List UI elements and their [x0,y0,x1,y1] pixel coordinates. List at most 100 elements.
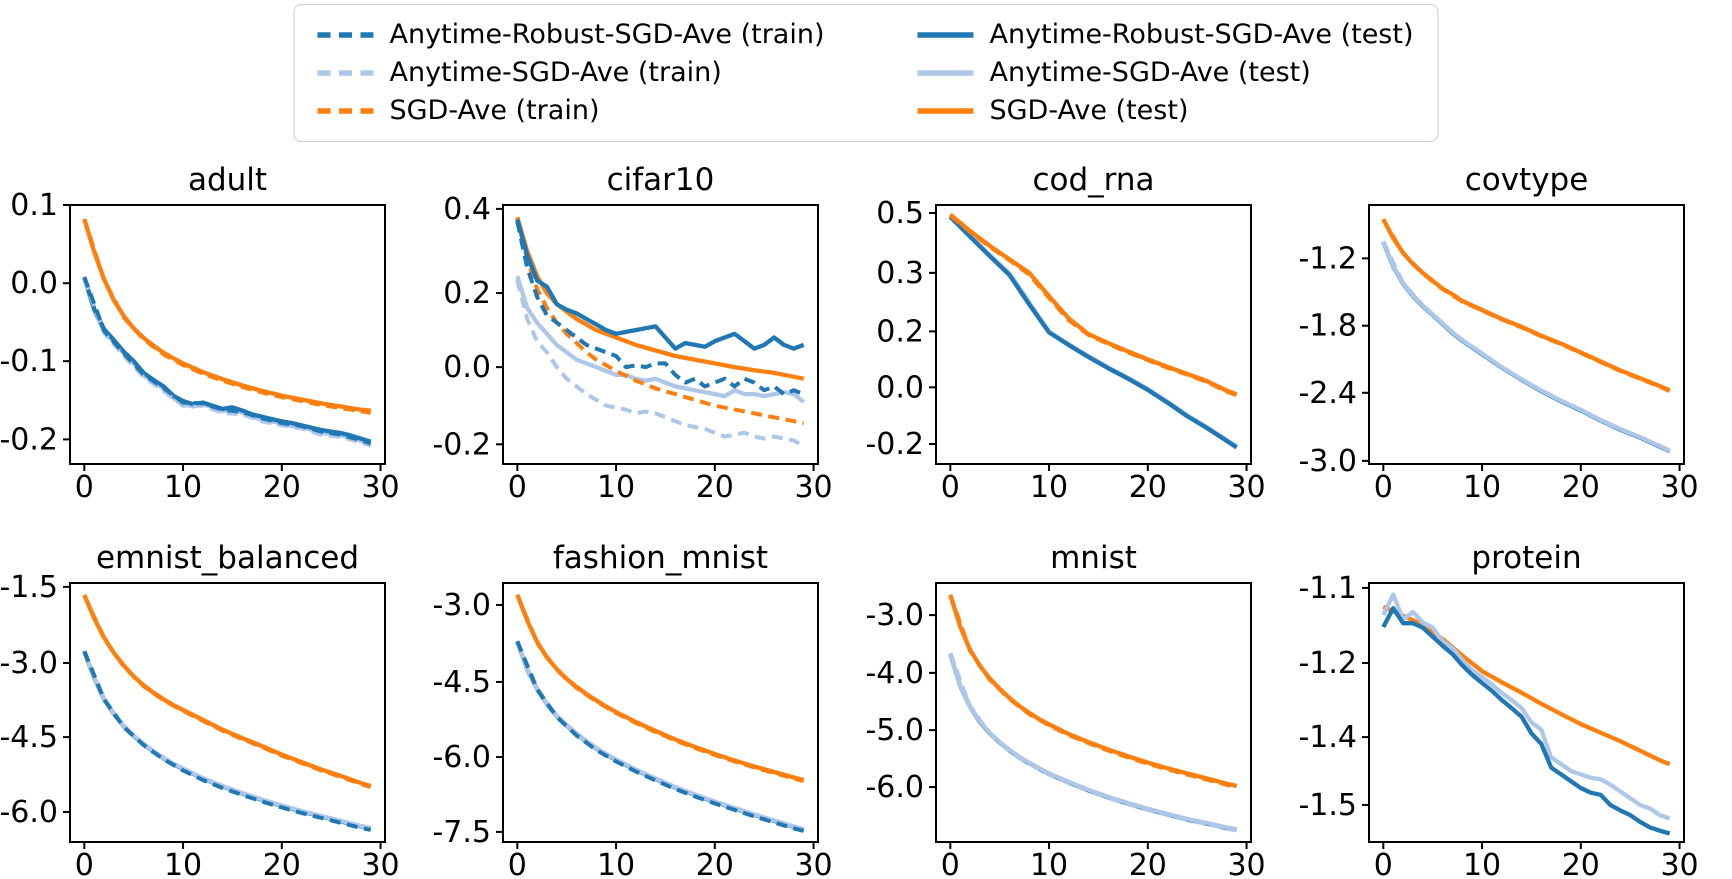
y-tick-label: -1.8 [1299,309,1357,344]
chart-title: fashion_mnist [553,540,768,576]
legend-item-2: Anytime-SGD-Ave (train) [317,54,825,92]
x-tick-label: 10 [1030,470,1068,501]
y-tick-label: -4.5 [0,720,58,755]
series-anytime-robust-sgd-ave-train- [82,650,372,832]
legend-item-1: Anytime-Robust-SGD-Ave (test) [917,16,1414,54]
x-tick-label: 20 [1129,470,1167,501]
legend: Anytime-Robust-SGD-Ave (train) Anytime-Ro… [293,4,1439,142]
y-tick-label: 0.2 [876,314,924,349]
chart-cifar10: cifar10 0 10 20 30 0.4 0.2 0.0 -0.2 [433,162,833,501]
axes-frame [502,204,819,465]
x-tick-label: 10 [164,470,202,501]
x-tick-label: 30 [361,848,399,879]
x-tick-label: 0 [75,470,94,501]
chart-cod_rna: cod_rna 0 10 20 30 0.5 0.3 0.2 0.0 -0.2 [866,162,1266,501]
chart-title: cod_rna [1032,162,1154,198]
axes-frame [935,582,1252,843]
series-sgd-ave-train- [515,594,805,783]
series-anytime-sgd-ave-test- [1381,240,1671,453]
y-tick-label: -1.2 [1299,241,1357,276]
chart-title: adult [188,162,267,198]
series-anytime-sgd-ave-test- [82,650,372,831]
series-sgd-ave-test- [948,212,1238,397]
y-tick-label: 0.5 [876,196,924,231]
series-anytime-sgd-ave-train- [948,652,1238,833]
legend-item-4: SGD-Ave (train) [317,92,825,130]
series-sgd-ave-test- [948,594,1238,789]
x-tick-label: 10 [164,848,202,879]
x-tick-label: 30 [1660,470,1698,501]
series-sgd-ave-test- [1381,218,1671,393]
x-tick-label: 0 [1374,848,1393,879]
x-tick-label: 20 [1129,848,1167,879]
y-tick-label: -2.4 [1299,376,1357,411]
legend-item-3: Anytime-SGD-Ave (test) [917,54,1414,92]
chart-fashion_mnist: fashion_mnist 0 10 20 30 -3.0 -4.5 -6.0 -7.5 [433,540,833,879]
y-tick-label: 0.3 [876,256,924,291]
legend-label: Anytime-Robust-SGD-Ave (train) [389,19,825,50]
y-tick-label: -0.2 [433,427,491,462]
y-tick-label: 0.2 [443,276,491,311]
y-tick-label: -1.2 [1299,646,1357,681]
y-tick-label: -4.5 [433,665,491,700]
x-tick-label: 0 [75,848,94,879]
y-tick-label: -5.0 [866,713,924,748]
y-tick-label: -6.0 [866,770,924,805]
y-tick-label: -3.0 [0,646,58,681]
y-tick-label: -1.5 [1299,788,1357,823]
chart-emnist_balanced: emnist_balanced 0 10 20 30 -1.5 -3.0 -4.5 -6.0 [0,540,400,879]
y-tick-label: 0.0 [876,370,924,405]
y-tick-label: 0.0 [10,266,58,301]
y-tick-label: -0.2 [866,427,924,462]
axes-frame [1368,582,1685,843]
series-sgd-ave-train- [515,216,805,426]
x-tick-label: 0 [941,848,960,879]
series-anytime-sgd-ave-test- [1381,592,1671,821]
series-anytime-sgd-ave-test- [515,275,806,404]
y-tick-label: 0.4 [443,192,491,227]
series-sgd-ave-train- [82,218,372,415]
legend-line-sample [917,108,974,114]
x-tick-label: 20 [1562,848,1600,879]
x-tick-label: 30 [794,848,832,879]
series-anytime-robust-sgd-ave-train- [515,640,805,833]
series-sgd-ave-train- [948,594,1238,790]
x-tick-label: 30 [1227,848,1265,879]
series-anytime-robust-sgd-ave-test- [82,650,372,831]
axes-frame [502,582,819,843]
y-tick-label: -4.0 [866,656,924,691]
x-tick-label: 20 [696,848,734,879]
chart-protein: protein 0 10 20 30 -1.1 -1.2 -1.4 -1.5 [1299,540,1699,879]
series-sgd-ave-test- [515,216,805,381]
y-tick-label: 0.1 [10,188,58,223]
chart-mnist: mnist 0 10 20 30 -3.0 -4.0 -5.0 -6.0 [866,540,1266,879]
x-tick-label: 0 [508,470,527,501]
x-tick-label: 30 [1227,470,1265,501]
series-anytime-sgd-ave-train- [82,278,372,448]
chart-title: covtype [1465,162,1589,198]
x-tick-label: 20 [696,470,734,501]
series-anytime-robust-sgd-ave-train- [82,276,372,446]
series-anytime-sgd-ave-train- [1381,240,1671,453]
axes-frame [1368,204,1685,465]
x-tick-label: 20 [1562,470,1600,501]
x-tick-label: 10 [1030,848,1068,879]
y-tick-label: -3.0 [866,598,924,633]
x-tick-label: 30 [361,470,399,501]
chart-title: cifar10 [607,162,715,198]
y-tick-label: -1.5 [0,570,58,605]
x-tick-label: 20 [263,848,301,879]
y-tick-label: 0.0 [443,350,491,385]
x-tick-label: 20 [263,470,301,501]
legend-label: SGD-Ave (test) [989,95,1189,126]
series-sgd-ave-test- [82,594,372,789]
y-tick-label: -1.1 [1299,571,1357,606]
y-tick-label: -0.2 [0,422,58,457]
series-anytime-sgd-ave-train- [82,650,372,832]
x-tick-label: 0 [508,848,527,879]
chart-title: mnist [1050,540,1137,576]
chart-adult: adult 0 10 20 30 0.1 0.0 -0.1 -0.2 [0,162,400,501]
legend-label: Anytime-SGD-Ave (test) [989,57,1311,88]
axes-frame [69,204,386,465]
x-tick-label: 30 [1660,848,1698,879]
